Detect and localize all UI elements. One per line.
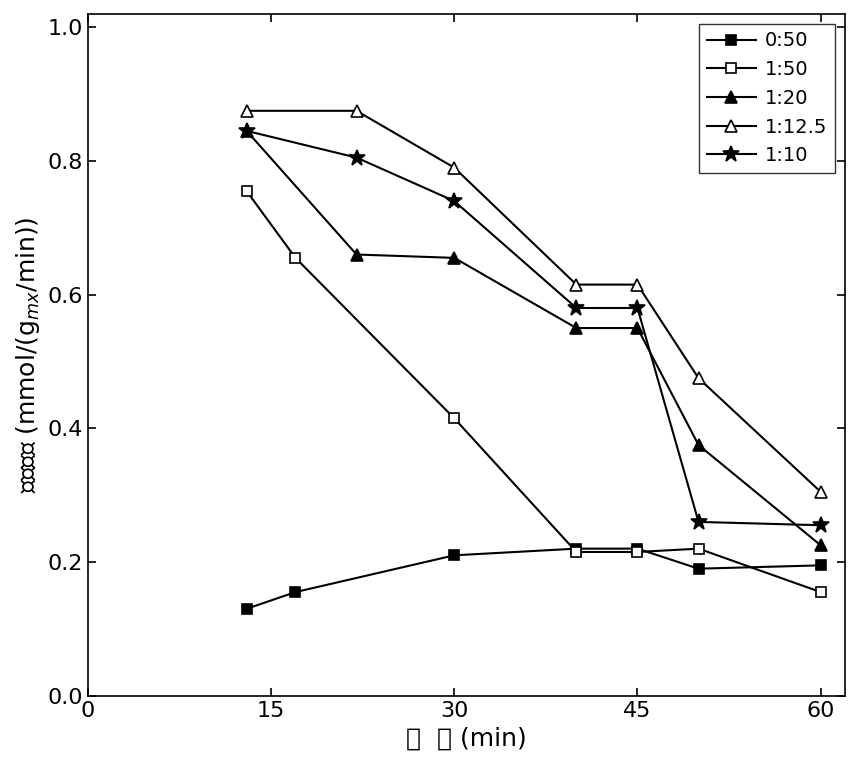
1:12.5 [693, 374, 704, 383]
Y-axis label: 产氢速率 (mmol/(g$_{mx}$/min)): 产氢速率 (mmol/(g$_{mx}$/min)) [14, 216, 42, 493]
1:12.5 [449, 163, 460, 172]
1:20 [571, 323, 582, 332]
0:50 [571, 544, 582, 553]
1:50 [290, 254, 301, 263]
1:20 [351, 250, 362, 259]
1:10 [449, 196, 460, 206]
1:20 [241, 126, 252, 135]
1:50 [632, 547, 643, 556]
1:20 [815, 541, 825, 550]
0:50 [449, 551, 460, 560]
0:50 [815, 561, 825, 570]
Line: 1:12.5: 1:12.5 [241, 105, 827, 498]
0:50 [632, 544, 643, 553]
1:10 [693, 517, 704, 526]
1:10 [351, 153, 362, 162]
1:50 [449, 414, 460, 423]
X-axis label: 时  间 (min): 时 间 (min) [406, 726, 527, 750]
1:12.5 [632, 280, 643, 290]
1:12.5 [351, 106, 362, 115]
1:50 [571, 547, 582, 556]
1:12.5 [815, 487, 825, 497]
1:10 [241, 126, 252, 135]
1:20 [693, 441, 704, 450]
1:10 [632, 303, 643, 312]
1:12.5 [241, 106, 252, 115]
1:10 [571, 303, 582, 312]
1:50 [693, 544, 704, 553]
Line: 1:10: 1:10 [238, 122, 829, 533]
Line: 0:50: 0:50 [241, 544, 825, 613]
1:50 [815, 588, 825, 597]
Legend: 0:50, 1:50, 1:20, 1:12.5, 1:10: 0:50, 1:50, 1:20, 1:12.5, 1:10 [699, 24, 836, 173]
1:50 [241, 186, 252, 196]
Line: 1:50: 1:50 [241, 186, 825, 597]
0:50 [241, 604, 252, 613]
1:20 [632, 323, 643, 332]
1:12.5 [571, 280, 582, 290]
1:20 [449, 254, 460, 263]
1:10 [815, 520, 825, 529]
0:50 [290, 588, 301, 597]
Line: 1:20: 1:20 [241, 125, 827, 552]
0:50 [693, 564, 704, 573]
